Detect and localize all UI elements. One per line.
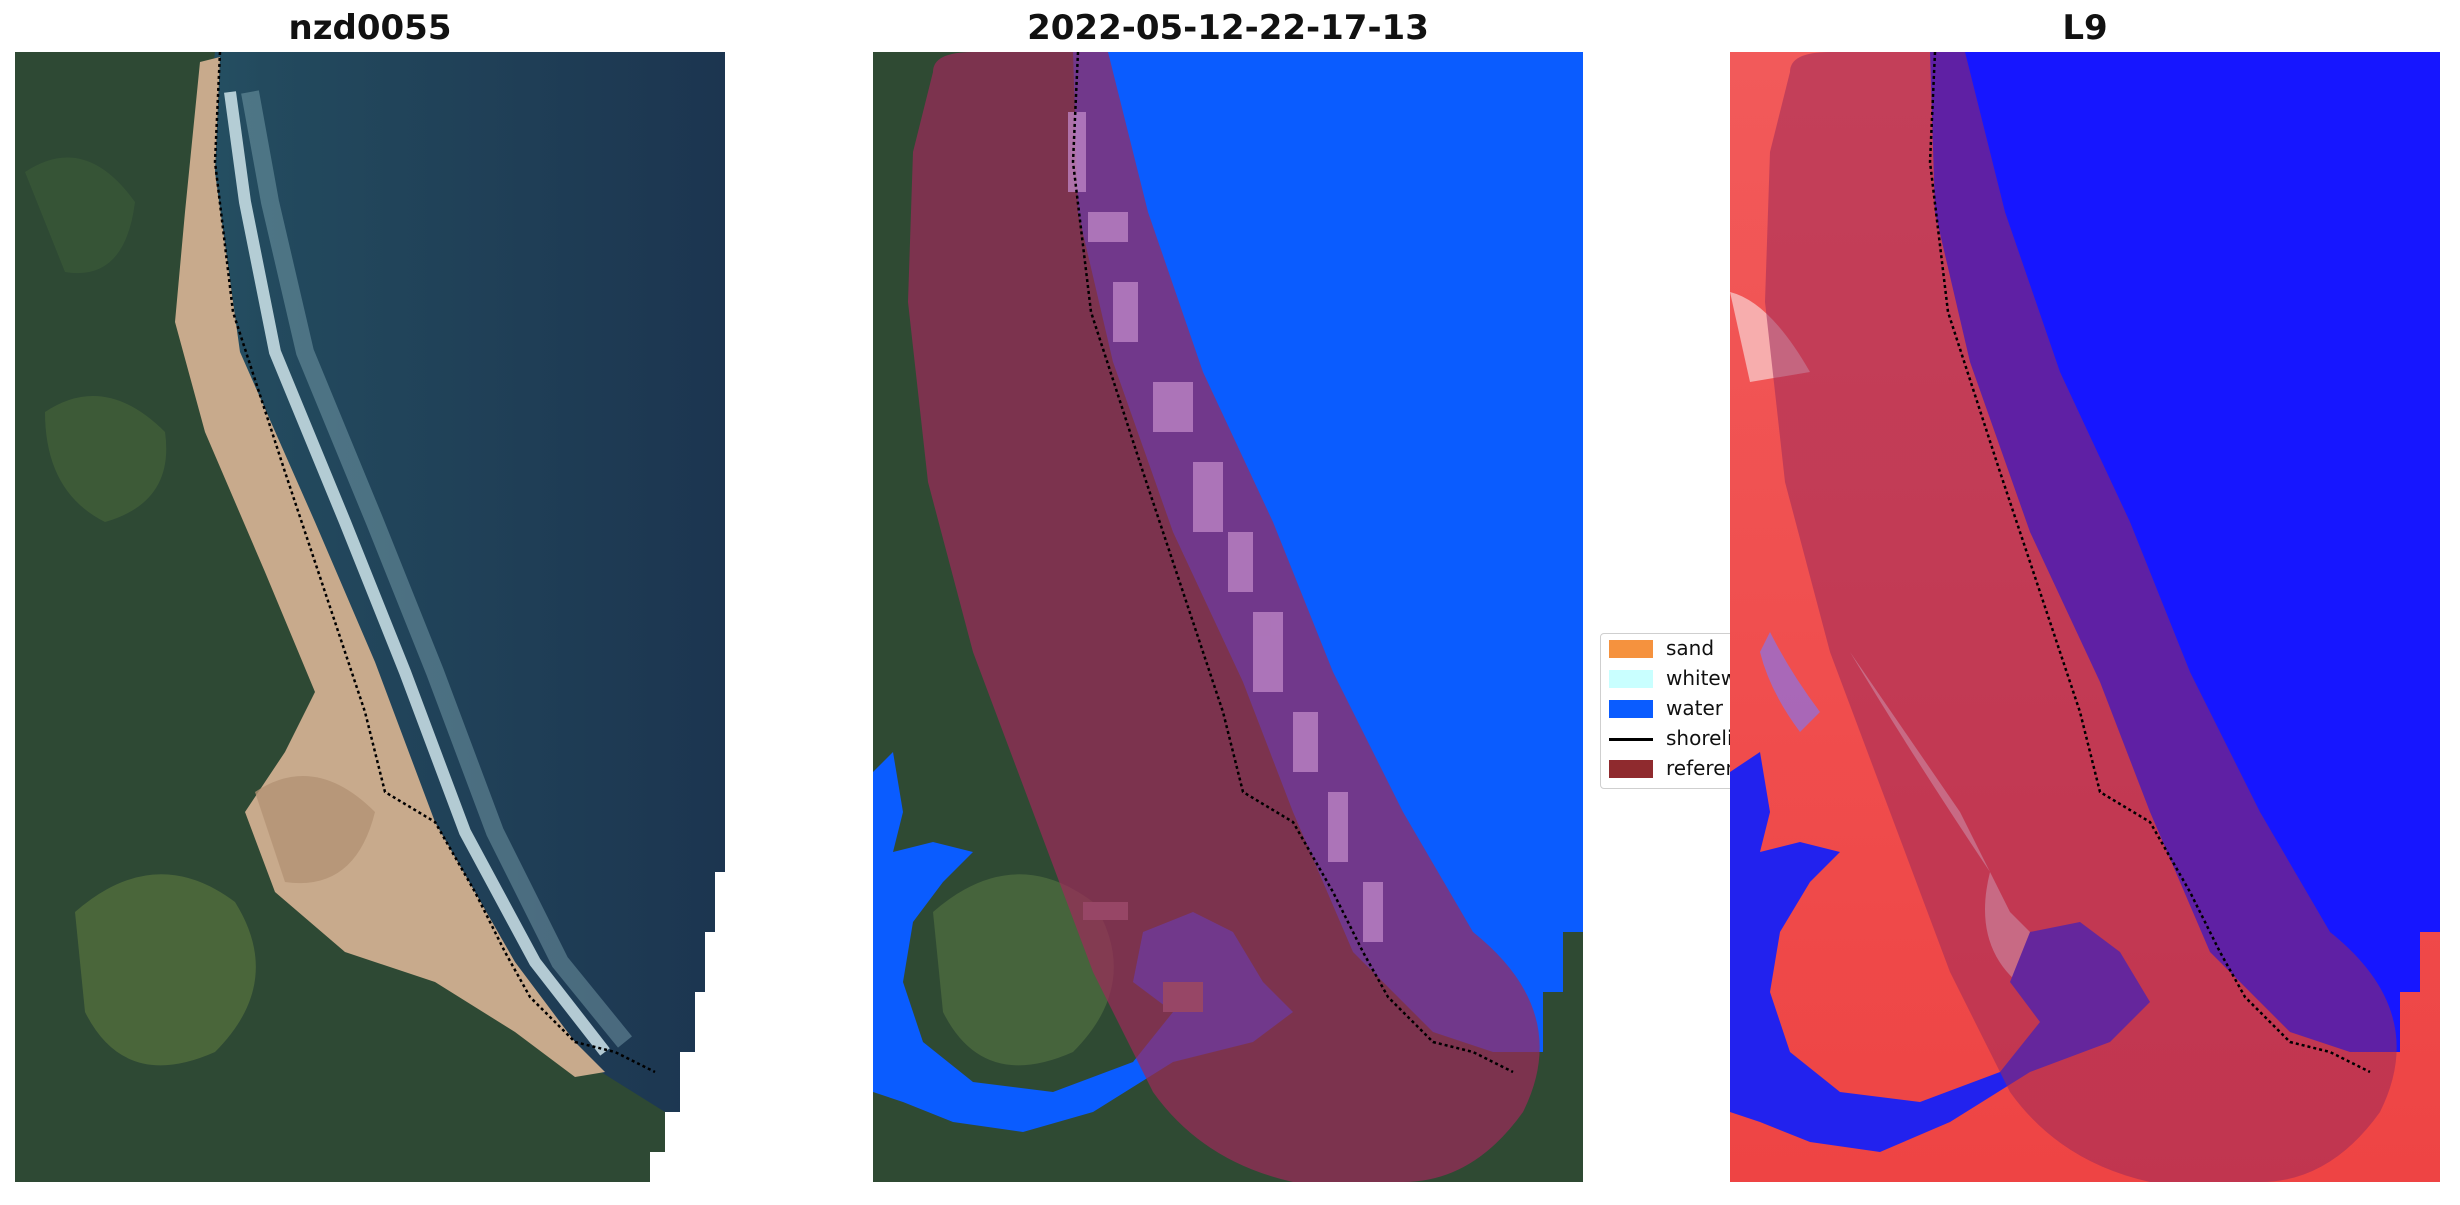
shoreline-dotted — [1928, 52, 2371, 1074]
legend-item-water: water — [1601, 694, 1751, 724]
panel-title-classification: 2022-05-12-22-17-13 — [1027, 8, 1429, 48]
index-water-blue — [1930, 52, 2440, 1052]
reference-shoreline-buffer — [1765, 52, 2397, 1182]
water-class-ocean — [1073, 52, 1583, 1052]
legend-item-sand: sand — [1601, 634, 1751, 664]
rgb-satellite-image — [15, 52, 725, 1182]
shoreline-dotted — [1071, 52, 1514, 1074]
surf-whitewater — [224, 91, 610, 1056]
index-image — [1730, 52, 2440, 1182]
panel-title-index: L9 — [2062, 8, 2108, 48]
classification-image — [873, 52, 1583, 1182]
panel-title-rgb: nzd0055 — [288, 8, 452, 48]
legend: sand whitewater water shoreline referenc… — [1600, 633, 1752, 789]
whitewater-class — [1068, 112, 1383, 942]
shoreline-dotted — [213, 52, 656, 1074]
